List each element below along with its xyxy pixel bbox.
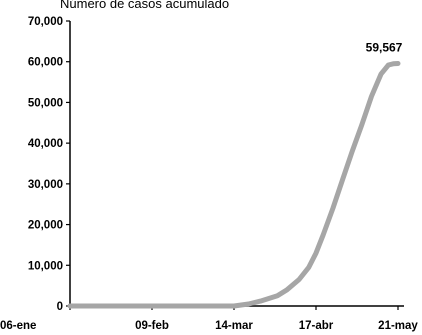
data-label: 59,567 (366, 40, 403, 54)
y-tick-label: 30,000 (28, 179, 63, 191)
x-tick-label: 09-feb (135, 320, 169, 332)
series-layer (67, 61, 401, 309)
x-tick-label: 14-mar (215, 320, 253, 332)
y-tick-label: 70,000 (28, 16, 63, 28)
y-tick-label: 20,000 (28, 220, 63, 232)
x-axis-ticks: 06-ene 09-feb 14-mar 17-abr 21-may (0, 306, 418, 332)
x-tick-label: 21-may (378, 320, 418, 332)
x-tick-label: 06-ene (0, 320, 36, 332)
y-tick-label: 10,000 (28, 260, 63, 272)
x-tick-label: 17-abr (299, 320, 334, 332)
data-labels: 59,567 (366, 40, 403, 54)
y-tick-label: 40,000 (28, 138, 63, 150)
y-tick-label: 50,000 (28, 97, 63, 109)
cases-series-line (67, 61, 401, 309)
axes (69, 21, 404, 307)
chart-title: Número de casos acumulado (60, 0, 229, 11)
y-tick-label: 0 (57, 301, 63, 313)
y-tick-label: 60,000 (28, 57, 63, 69)
y-axis-ticks: 0 10,000 20,000 30,000 40,000 50,000 60,000 70,… (28, 16, 70, 313)
